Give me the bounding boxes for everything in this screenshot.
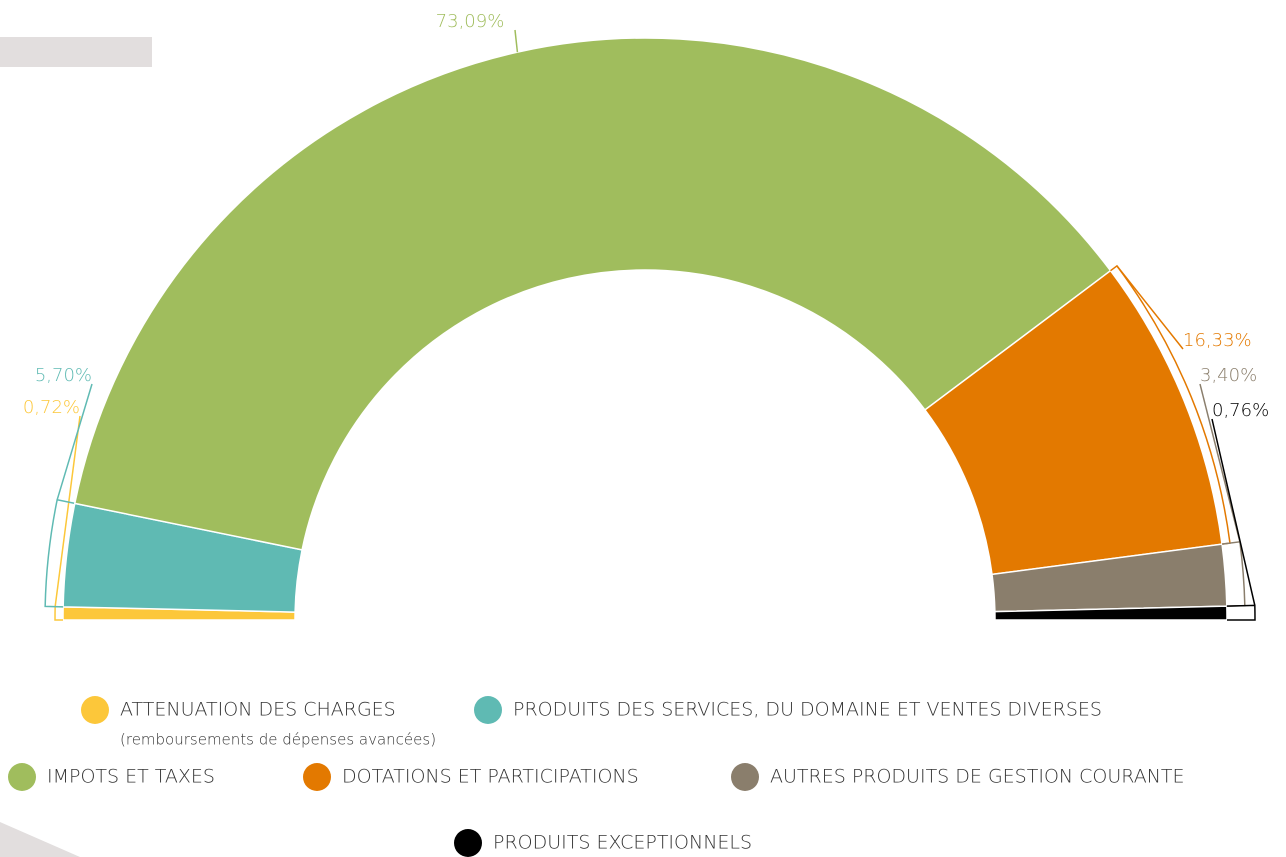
legend-label: PRODUITS DES SERVICES, DU DOMAINE ET VEN… [513,699,1102,721]
segment [73,37,1112,551]
value-label: 73,09% [436,11,505,32]
legend-note: (remboursements de dépenses avancées) [120,731,436,749]
legend-swatch [454,829,482,857]
legend-label: ATTENUATION DES CHARGES [120,699,396,721]
decor-corner [0,822,80,857]
legend-label: AUTRES PRODUITS DE GESTION COURANTE [770,766,1185,788]
legend-swatch [474,696,502,724]
segment [994,605,1228,621]
leader-bracket [1110,264,1231,545]
legend-label: DOTATIONS ET PARTICIPATIONS [342,766,639,788]
value-label: 5,70% [35,365,92,386]
leader-line [1211,418,1256,606]
leader-bracket [44,498,75,608]
value-label: 16,33% [1183,330,1252,351]
leader-line [1199,383,1241,542]
legend-swatch [81,696,109,724]
leader-line [514,29,519,53]
legend-swatch [8,763,36,791]
legend-label: PRODUITS EXCEPTIONNELS [493,832,752,854]
legend-label: IMPOTS ET TAXES [47,766,215,788]
leader-bracket [54,605,64,621]
decor-bar [0,37,152,67]
leader-line [1116,265,1184,350]
legend-swatch [303,763,331,791]
leader-bracket [1226,604,1256,621]
leader-line [56,383,93,501]
value-label: 3,40% [1200,365,1257,386]
legend-swatch [731,763,759,791]
leader-line [54,415,81,607]
value-label: 0,76% [1212,400,1269,421]
value-label: 0,72% [23,397,80,418]
